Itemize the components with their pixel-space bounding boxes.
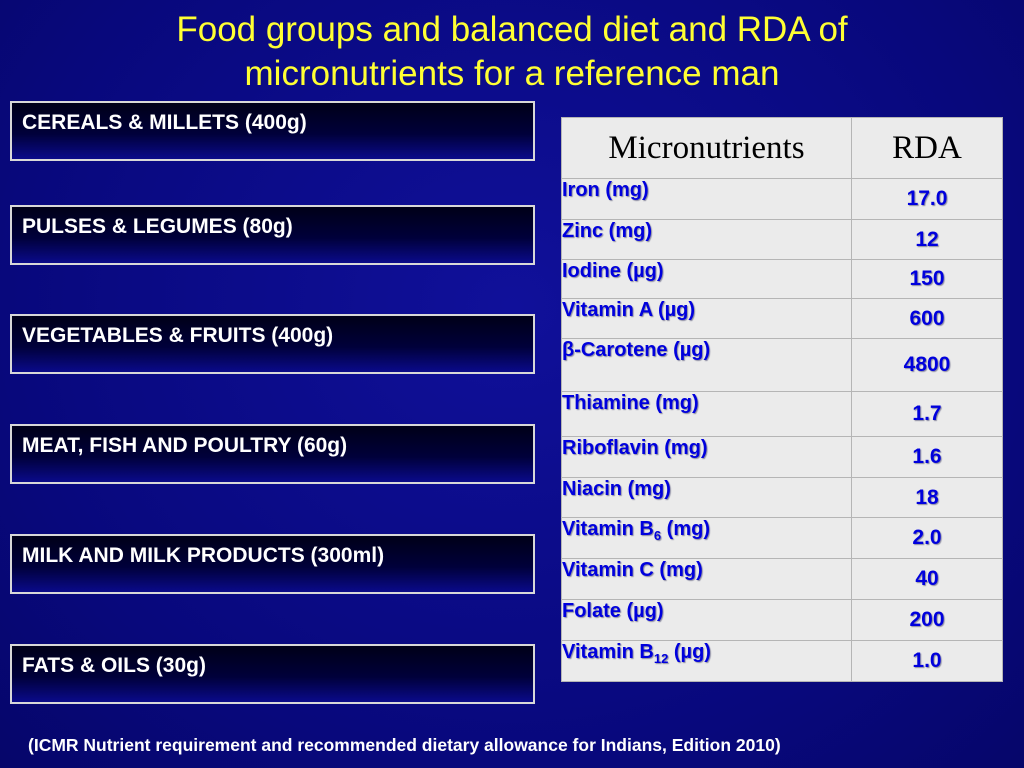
rda-value: 1.7 bbox=[851, 391, 1003, 437]
name-prefix: Vitamin B bbox=[562, 641, 654, 663]
nutrient-name: Folate (µg) bbox=[561, 599, 852, 641]
title-line-1: Food groups and balanced diet and RDA of bbox=[176, 10, 848, 49]
rda-value: 18 bbox=[851, 477, 1003, 518]
slide-title: Food groups and balanced diet and RDA of… bbox=[0, 8, 1024, 96]
nutrient-name: Vitamin C (mg) bbox=[561, 558, 852, 600]
rda-table: Micronutrients RDA Iron (mg) 17.0 Zinc (… bbox=[561, 117, 1003, 682]
food-group-label: MEAT, FISH AND POULTRY (60g) bbox=[22, 434, 348, 457]
nutrient-name: Zinc (mg) bbox=[561, 219, 852, 260]
table-row: Folate (µg) 200 bbox=[561, 599, 1003, 641]
food-group-pulses: PULSES & LEGUMES (80g) bbox=[10, 205, 535, 265]
rda-value: 2.0 bbox=[851, 517, 1003, 559]
rda-value: 1.0 bbox=[851, 640, 1003, 682]
nutrient-name: Vitamin A (µg) bbox=[561, 298, 852, 339]
nutrient-name: Iron (mg) bbox=[561, 178, 852, 220]
nutrient-name: β-Carotene (µg) bbox=[561, 338, 852, 392]
food-group-meat: MEAT, FISH AND POULTRY (60g) bbox=[10, 424, 535, 484]
rda-value: 12 bbox=[851, 219, 1003, 260]
source-citation: (ICMR Nutrient requirement and recommend… bbox=[28, 735, 781, 755]
table-row: Zinc (mg) 12 bbox=[561, 219, 1003, 260]
nutrient-name: Vitamin B6 (mg) bbox=[561, 517, 852, 559]
nutrient-name: Thiamine (mg) bbox=[561, 391, 852, 437]
table-row: Iron (mg) 17.0 bbox=[561, 178, 1003, 220]
food-group-milk: MILK AND MILK PRODUCTS (300ml) bbox=[10, 534, 535, 594]
nutrient-name: Vitamin B12 (µg) bbox=[561, 640, 852, 682]
rda-value: 200 bbox=[851, 599, 1003, 641]
nutrient-name: Niacin (mg) bbox=[561, 477, 852, 518]
rda-value: 1.6 bbox=[851, 436, 1003, 478]
food-group-fats: FATS & OILS (30g) bbox=[10, 644, 535, 704]
food-group-cereals: CEREALS & MILLETS (400g) bbox=[10, 101, 535, 161]
table-row: Niacin (mg) 18 bbox=[561, 477, 1003, 518]
food-group-vegetables: VEGETABLES & FRUITS (400g) bbox=[10, 314, 535, 374]
title-line-2: micronutrients for a reference man bbox=[244, 54, 780, 93]
header-micronutrients: Micronutrients bbox=[561, 117, 852, 179]
rda-value: 150 bbox=[851, 259, 1003, 299]
rda-value: 600 bbox=[851, 298, 1003, 339]
table-row: Vitamin C (mg) 40 bbox=[561, 558, 1003, 600]
name-suffix: (µg) bbox=[668, 641, 711, 663]
table-row: Vitamin A (µg) 600 bbox=[561, 298, 1003, 339]
name-subscript: 12 bbox=[653, 651, 669, 666]
table-row: β-Carotene (µg) 4800 bbox=[561, 338, 1003, 392]
food-group-label: MILK AND MILK PRODUCTS (300ml) bbox=[22, 544, 385, 567]
header-rda: RDA bbox=[851, 117, 1003, 179]
food-group-label: FATS & OILS (30g) bbox=[22, 654, 206, 677]
food-group-label: VEGETABLES & FRUITS (400g) bbox=[22, 324, 334, 347]
table-header-row: Micronutrients RDA bbox=[561, 117, 1003, 179]
food-group-label: PULSES & LEGUMES (80g) bbox=[22, 215, 293, 238]
nutrient-name: Riboflavin (mg) bbox=[561, 436, 852, 478]
rda-value: 40 bbox=[851, 558, 1003, 600]
name-suffix: (mg) bbox=[661, 518, 710, 540]
rda-value: 17.0 bbox=[851, 178, 1003, 220]
name-subscript: 6 bbox=[653, 528, 662, 543]
table-row: Thiamine (mg) 1.7 bbox=[561, 391, 1003, 437]
table-row: Riboflavin (mg) 1.6 bbox=[561, 436, 1003, 478]
nutrient-name: Iodine (µg) bbox=[561, 259, 852, 299]
name-prefix: Vitamin B bbox=[562, 518, 654, 540]
rda-value: 4800 bbox=[851, 338, 1003, 392]
table-row: Iodine (µg) 150 bbox=[561, 259, 1003, 299]
table-row: Vitamin B6 (mg) 2.0 bbox=[561, 517, 1003, 559]
table-row: Vitamin B12 (µg) 1.0 bbox=[561, 640, 1003, 682]
food-group-label: CEREALS & MILLETS (400g) bbox=[22, 111, 307, 134]
